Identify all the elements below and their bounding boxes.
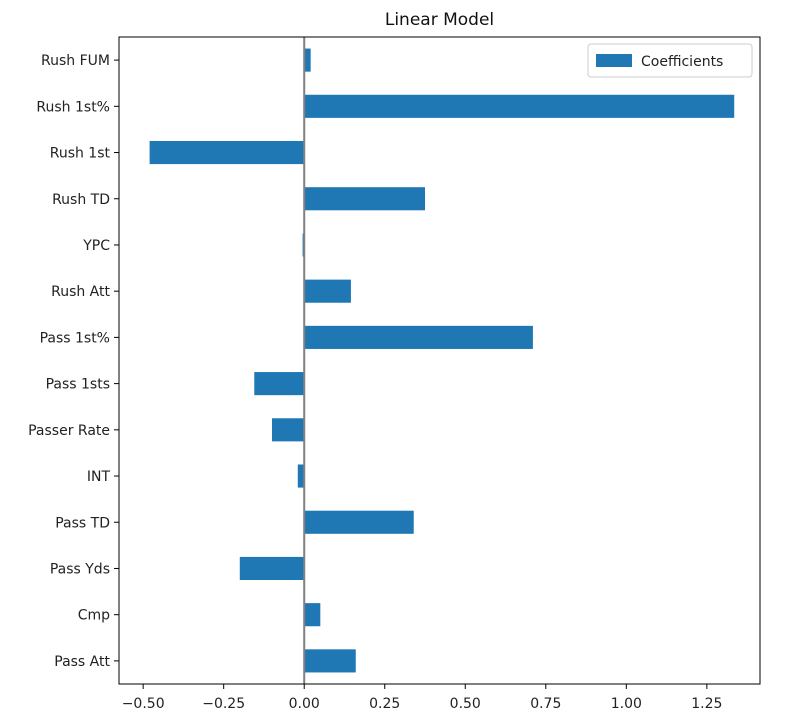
bar-cmp bbox=[304, 603, 321, 627]
bar-rush-fum bbox=[304, 48, 311, 72]
y-tick-label: Pass Yds bbox=[50, 561, 110, 577]
bar-pass-1st bbox=[304, 325, 533, 349]
legend-frame bbox=[587, 43, 753, 78]
bar-passer-rate bbox=[272, 418, 305, 442]
y-tick-label: YPC bbox=[82, 238, 110, 254]
x-tick-label: 0.00 bbox=[289, 696, 320, 712]
y-tick-label: Rush FUM bbox=[41, 53, 110, 69]
bar-pass-td bbox=[304, 510, 414, 534]
y-tick-label: Rush 1st% bbox=[36, 99, 110, 115]
y-tick-label: Passer Rate bbox=[28, 423, 110, 439]
legend-label: Coefficients bbox=[641, 54, 723, 70]
y-tick-label: Pass Att bbox=[54, 654, 110, 670]
x-tick-label: 1.00 bbox=[611, 696, 642, 712]
bar-rush-att bbox=[304, 279, 351, 303]
y-tick-label: Rush Att bbox=[51, 284, 110, 300]
x-tick-label: 1.25 bbox=[691, 696, 722, 712]
chart-title: Linear Model bbox=[385, 10, 494, 30]
x-tick-label: 0.50 bbox=[450, 696, 481, 712]
y-tick-label: Rush TD bbox=[52, 192, 110, 208]
bar-rush-1st bbox=[149, 140, 305, 165]
x-tick-label: −0.50 bbox=[122, 696, 165, 712]
bars-layer bbox=[149, 48, 735, 673]
x-tick-label: −0.25 bbox=[202, 696, 245, 712]
y-tick-label: Cmp bbox=[78, 608, 110, 624]
x-tick-label: 0.25 bbox=[369, 696, 400, 712]
legend: Coefficients bbox=[587, 43, 753, 78]
bar-pass-att bbox=[304, 649, 356, 673]
legend-swatch bbox=[596, 54, 632, 67]
bar-int bbox=[297, 464, 305, 488]
bar-rush-td bbox=[304, 187, 426, 211]
y-tick-label: Pass 1st% bbox=[40, 330, 110, 346]
x-tick-label: 0.75 bbox=[530, 696, 561, 712]
plot-frame bbox=[118, 36, 761, 685]
y-tick-label: INT bbox=[87, 469, 111, 485]
bar-pass-1sts bbox=[254, 372, 305, 396]
y-tick-label: Pass TD bbox=[55, 515, 110, 531]
y-tick-label: Rush 1st bbox=[50, 146, 111, 162]
bar-pass-yds bbox=[239, 556, 305, 581]
axes-layer: Pass Att Cmp Pass Yds Pass TD INT Passer Rate… bbox=[28, 36, 761, 712]
bar-rush-1st bbox=[304, 94, 735, 118]
y-tick-label: Pass 1sts bbox=[46, 377, 110, 393]
